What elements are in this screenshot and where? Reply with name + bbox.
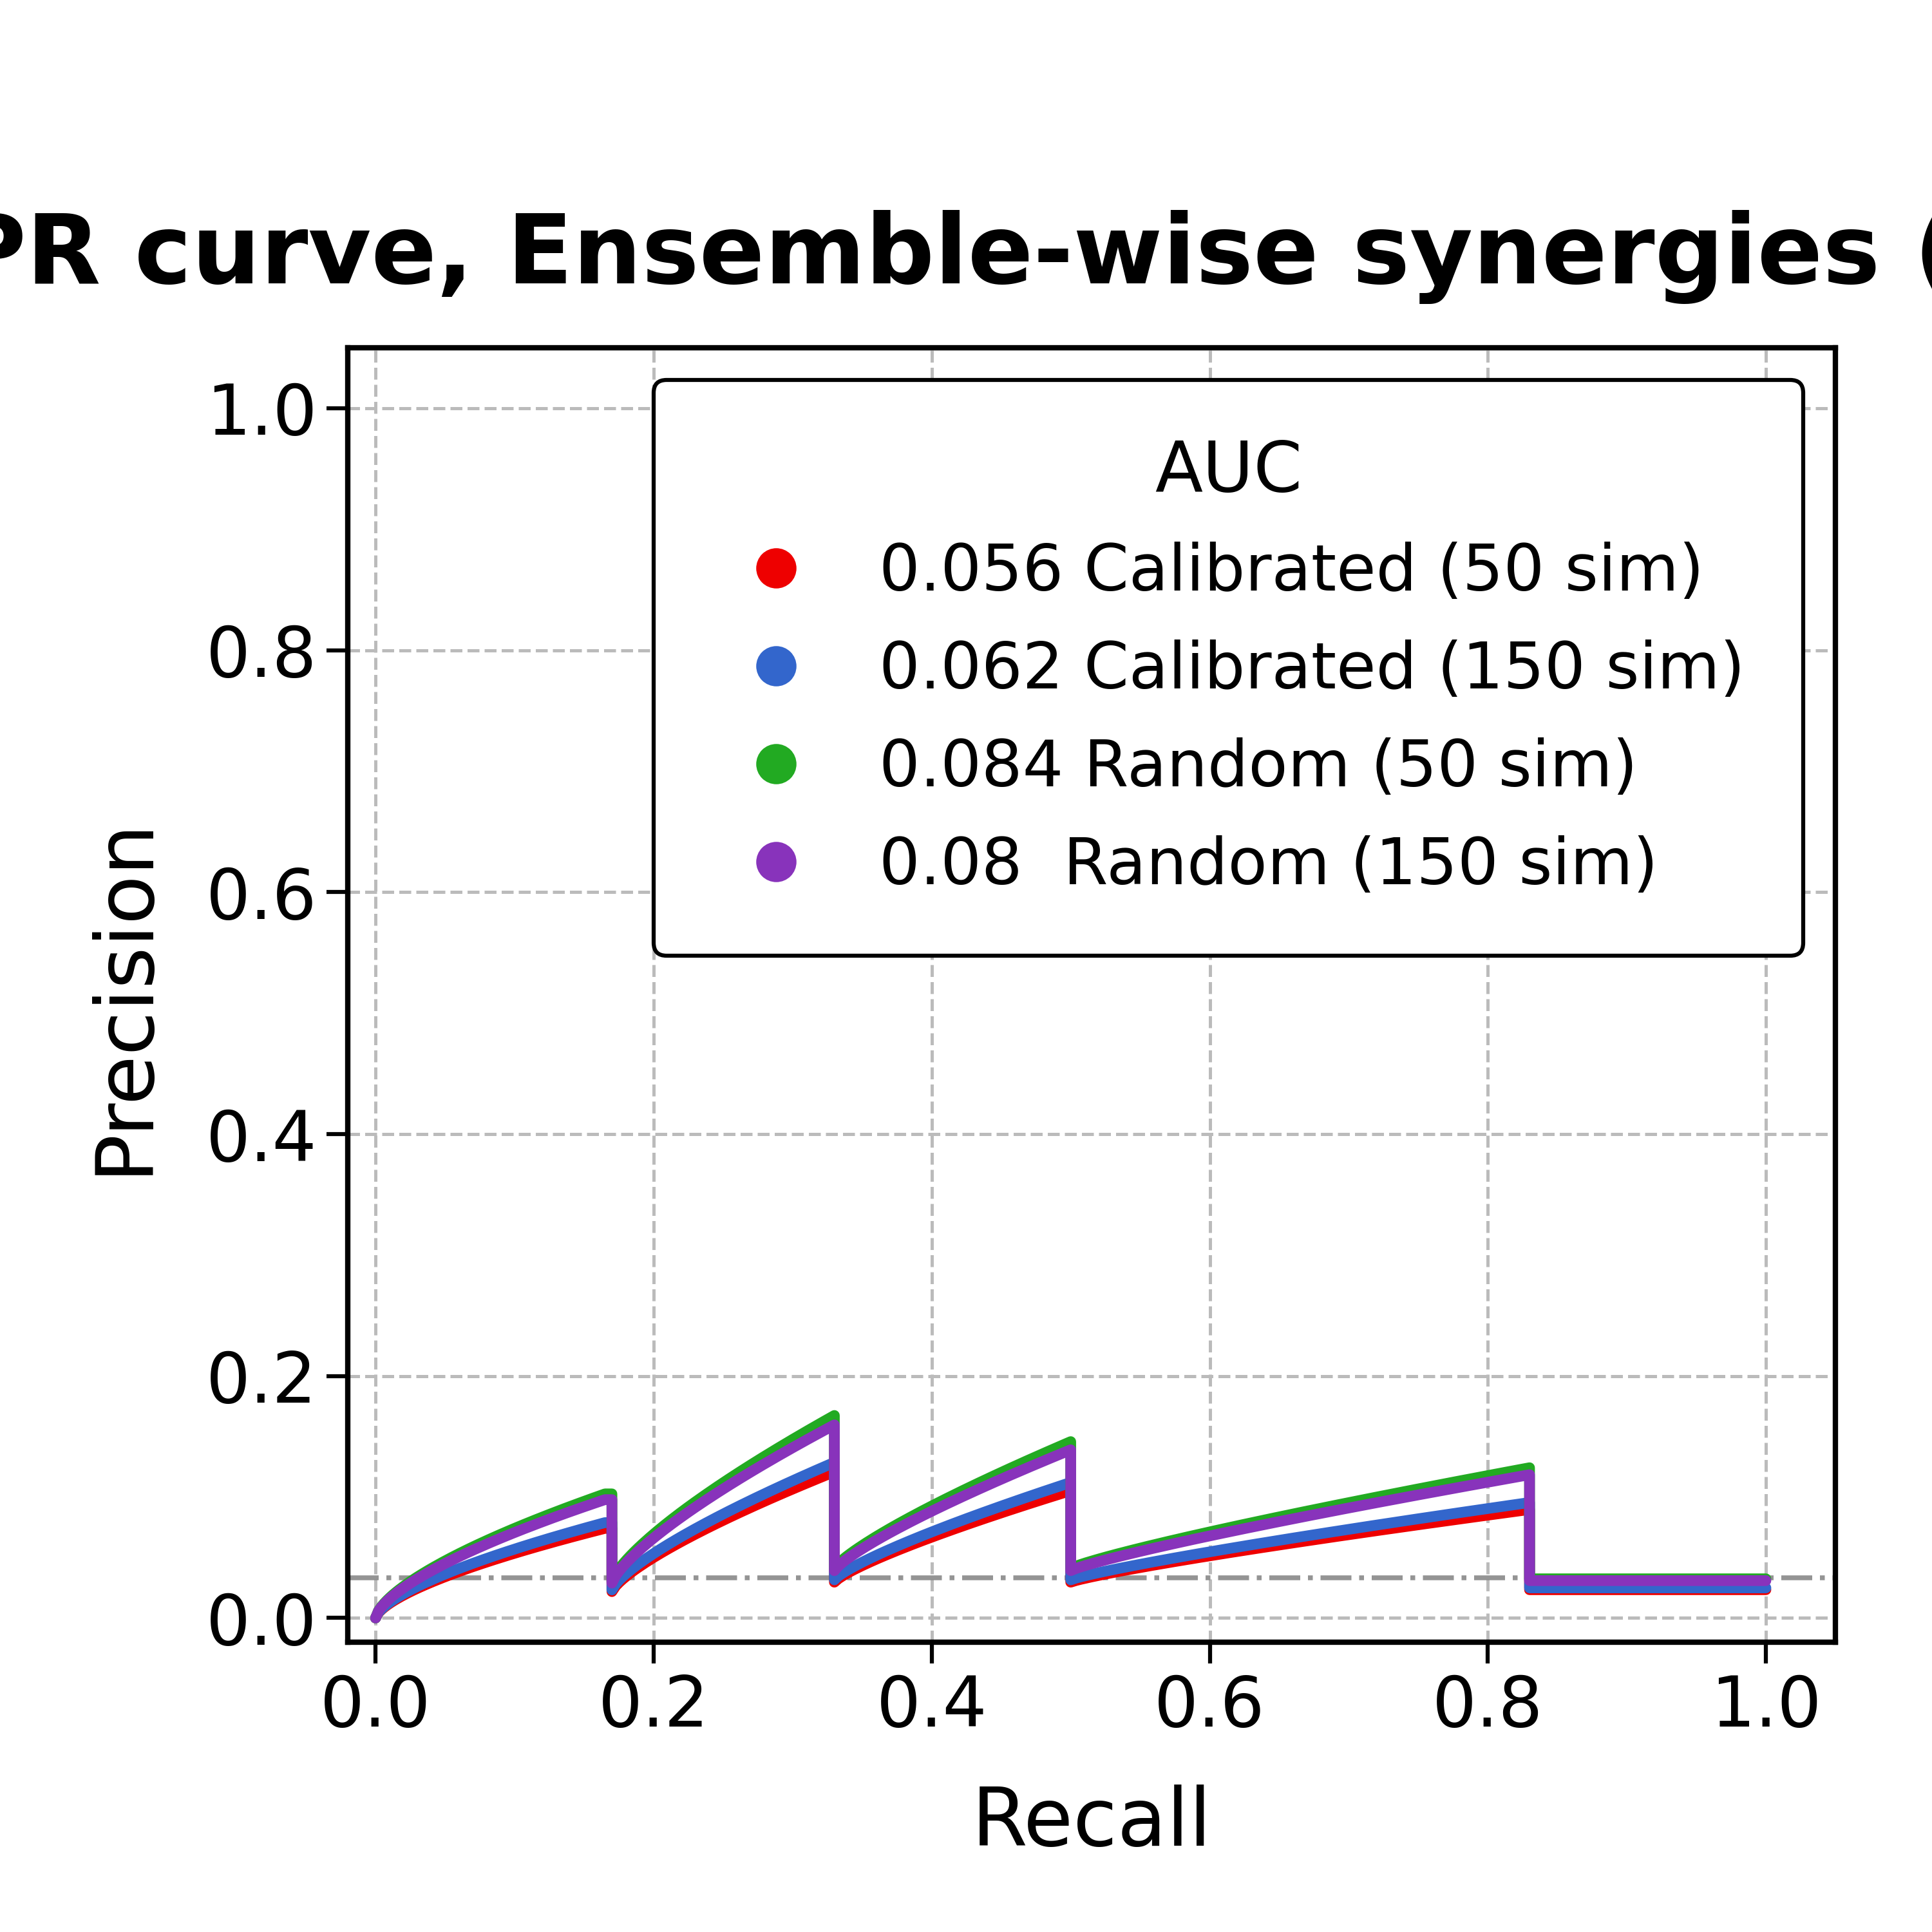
Title: PR curve, Ensemble-wise synergies (HSA): PR curve, Ensemble-wise synergies (HSA) — [0, 211, 1932, 303]
Legend: 0.056 Calibrated (50 sim), 0.062 Calibrated (150 sim), 0.084 Random (50 sim), 0.: 0.056 Calibrated (50 sim), 0.062 Calibra… — [653, 381, 1803, 956]
Y-axis label: Precision: Precision — [85, 815, 162, 1175]
X-axis label: Recall: Recall — [972, 1785, 1211, 1862]
